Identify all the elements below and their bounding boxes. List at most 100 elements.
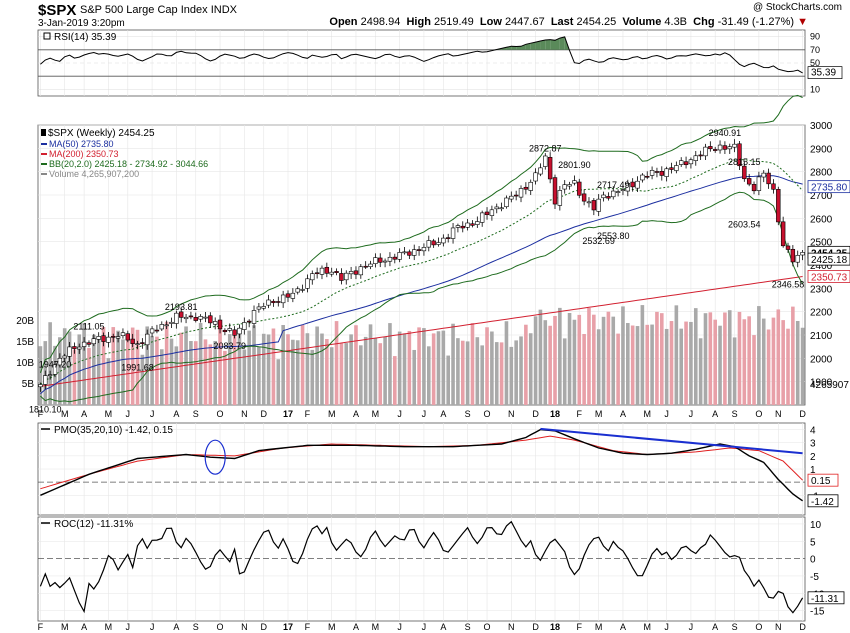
x-tick-label: A: [620, 409, 626, 419]
x-tick-label: M: [105, 622, 113, 632]
volume-bar: [727, 310, 732, 405]
candle-body: [169, 321, 174, 324]
x-tick-label: A: [620, 622, 626, 632]
price-annotation: 2801.90: [558, 160, 591, 170]
candle-body: [130, 338, 135, 344]
volume-bar: [339, 343, 344, 405]
volume-bar: [698, 338, 703, 405]
x-tick-label: A: [173, 409, 179, 419]
volume-bar: [470, 323, 475, 405]
volume-bar: [742, 319, 747, 405]
candle-body: [703, 146, 708, 157]
candle-body: [358, 266, 364, 276]
volume-bar: [650, 324, 654, 405]
x-tick-label: J: [689, 622, 694, 632]
volume-bar: [509, 346, 514, 405]
price-value-box: [807, 270, 850, 283]
candle-body: [669, 167, 674, 170]
candle-body: [494, 206, 499, 210]
candle-body: [426, 240, 431, 248]
volume-bar: [169, 338, 174, 405]
price-legend-entry: MA(200) 2350.73: [49, 149, 119, 159]
candle-body: [732, 143, 737, 148]
x-tick-label: O: [755, 409, 762, 419]
x-tick-label: D: [799, 409, 806, 419]
price-annotation: 2872.87: [529, 144, 562, 154]
volume-bar: [48, 322, 52, 405]
volume-bar: [659, 313, 664, 405]
x-tick-label: O: [755, 622, 762, 632]
candle-body: [106, 336, 111, 343]
candle-body: [552, 177, 558, 205]
x-tick-label: F: [305, 409, 311, 419]
candle-body: [159, 324, 164, 330]
candle-body: [475, 221, 480, 225]
volume-bar: [480, 345, 484, 405]
volume-bar: [490, 331, 494, 405]
candle-body: [790, 248, 796, 263]
rsi-legend: RSI(14) 35.39: [54, 32, 117, 43]
volume-bar: [645, 324, 650, 405]
candle-body: [382, 260, 388, 263]
x-tick-label: 17: [283, 622, 293, 632]
x-tick-label: 18: [550, 622, 560, 632]
roc-panel-frame: [37, 516, 806, 622]
x-tick-label: A: [440, 409, 446, 419]
candle-body: [363, 265, 368, 268]
x-tick-label: 18: [550, 409, 560, 419]
candle-body: [111, 336, 116, 338]
volume-bar: [179, 332, 184, 405]
x-tick-label: F: [577, 622, 583, 632]
volume-bar: [106, 358, 111, 405]
candle-body: [373, 257, 378, 264]
volume-bar: [679, 328, 684, 405]
rsi-overbought-fill: [550, 39, 555, 50]
candle-body: [72, 346, 77, 349]
candle-body: [698, 154, 703, 157]
rsi-overbought-fill: [530, 42, 536, 50]
volume-bar: [504, 321, 509, 405]
candle-body: [397, 252, 402, 260]
volume-bar: [766, 329, 771, 405]
candle-body: [208, 315, 213, 324]
price-annotation: 2815.15: [728, 157, 761, 167]
price-tick-label: 2600: [810, 214, 833, 225]
price-annotation: 1810.10: [29, 405, 62, 415]
volume-bar: [77, 334, 82, 405]
candle-body: [47, 374, 53, 376]
volume-bar: [514, 340, 518, 405]
rsi-overbought-fill: [559, 36, 565, 50]
candle-body: [513, 194, 519, 197]
candle-body: [504, 197, 509, 208]
volume-bar: [465, 341, 470, 405]
x-tick-label: M: [328, 622, 336, 632]
candle-body: [276, 301, 281, 303]
bb-upper-line: [39, 94, 803, 373]
volume-bar: [485, 327, 489, 405]
candle-body: [785, 245, 791, 250]
volume-bar: [417, 327, 421, 405]
x-tick-label: F: [577, 409, 583, 419]
volume-bar: [174, 346, 179, 405]
x-tick-label: A: [353, 409, 359, 419]
bb-lower-line: [40, 191, 804, 403]
volume-bar: [223, 350, 227, 405]
volume-tick-label: 15B: [16, 337, 34, 348]
candle-body: [154, 329, 160, 332]
price-legend-entry: MA(50) 2735.80: [49, 139, 114, 149]
volume-tick-label: 10B: [16, 358, 34, 369]
candle-body: [620, 189, 626, 192]
volume-bar: [203, 339, 208, 405]
candle-body: [712, 149, 718, 151]
rsi-tick-label: 90: [810, 32, 820, 42]
candle-body: [625, 183, 631, 192]
candle-body: [183, 316, 189, 320]
volume-bar: [67, 331, 72, 405]
candle-body: [392, 256, 398, 260]
price-tick-label: 2800: [810, 168, 833, 179]
candle-body: [344, 272, 349, 281]
rsi-overbought-fill: [521, 44, 526, 50]
x-tick-label: M: [643, 622, 651, 632]
x-tick-label: O: [484, 409, 491, 419]
volume-bar: [373, 337, 378, 405]
